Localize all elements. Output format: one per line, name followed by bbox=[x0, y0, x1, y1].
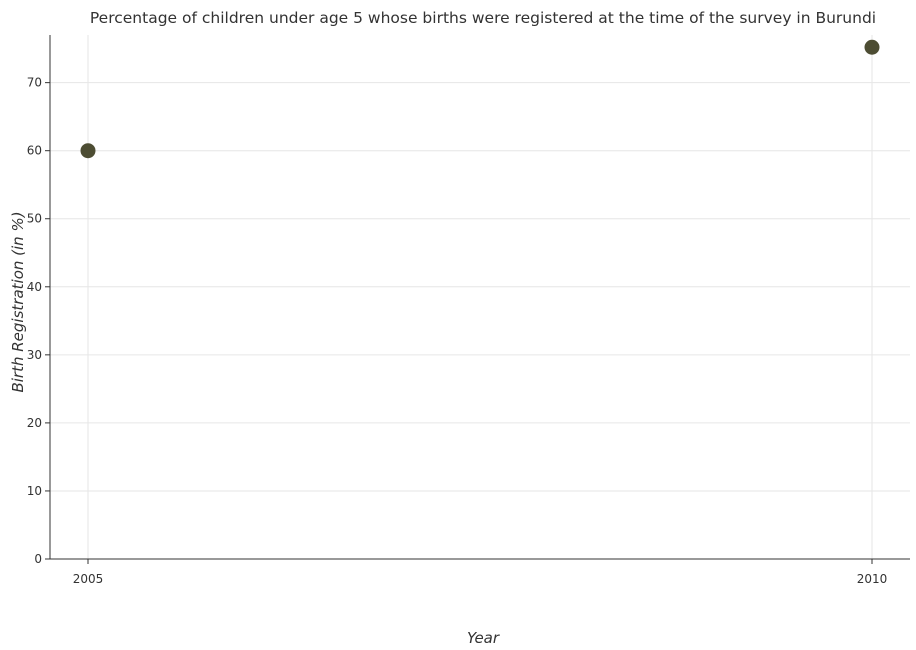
y-tick-label: 30 bbox=[27, 348, 42, 362]
data-points bbox=[80, 39, 880, 159]
x-axis-label: Year bbox=[467, 629, 500, 647]
data-point bbox=[864, 39, 880, 55]
y-tick-label: 60 bbox=[27, 144, 42, 158]
tick-labels: 0 10 20 30 40 50 60 70 2005 2010 bbox=[27, 76, 888, 586]
chart-title: Percentage of children under age 5 whose… bbox=[90, 9, 876, 27]
x-tick-label: 2005 bbox=[73, 572, 104, 586]
data-point bbox=[80, 143, 96, 159]
y-tick-label: 70 bbox=[27, 76, 42, 90]
y-tick-label: 40 bbox=[27, 280, 42, 294]
y-axis-label: Birth Registration (in %) bbox=[9, 211, 27, 392]
y-tick-label: 0 bbox=[34, 552, 42, 566]
x-tick-label: 2010 bbox=[857, 572, 888, 586]
grid bbox=[50, 35, 910, 560]
y-tick-label: 10 bbox=[27, 484, 42, 498]
y-tick-label: 50 bbox=[27, 212, 42, 226]
axes bbox=[45, 35, 910, 564]
y-tick-label: 20 bbox=[27, 416, 42, 430]
